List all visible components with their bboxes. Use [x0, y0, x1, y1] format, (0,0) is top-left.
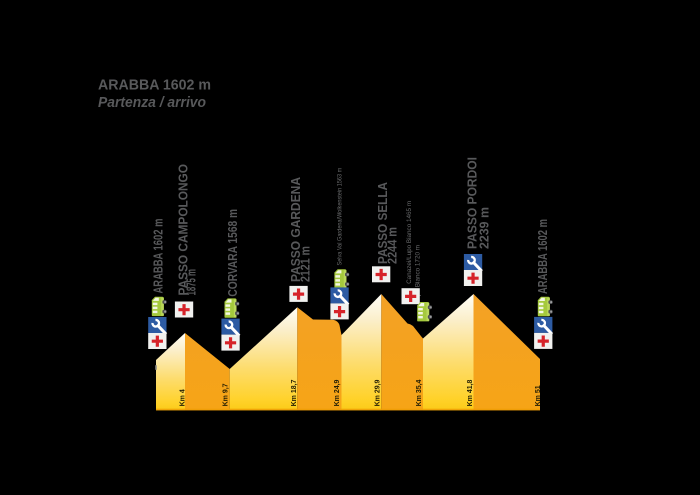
svg-text:2239 m: 2239 m [477, 207, 492, 249]
svg-text:PASSO SELLA: PASSO SELLA [375, 181, 390, 264]
svg-text:Km 41,8: Km 41,8 [467, 379, 474, 406]
svg-text:ARABBA 1602 m: ARABBA 1602 m [150, 219, 165, 294]
svg-text:Selva Val Gardena/Wolkenstein: Selva Val Gardena/Wolkenstein 1563 m [336, 168, 343, 266]
svg-text:Km 18,7: Km 18,7 [291, 379, 298, 406]
svg-text:Km 4: Km 4 [179, 389, 186, 406]
svg-text:Partenza / arrivo: Partenza / arrivo [98, 94, 206, 111]
svg-text:2244 m: 2244 m [384, 227, 399, 264]
svg-text:Km 24,9: Km 24,9 [334, 379, 341, 406]
svg-text:CORVARA 1568 m: CORVARA 1568 m [225, 209, 240, 297]
svg-text:Lupo Bianco 1720 m: Lupo Bianco 1720 m [415, 245, 422, 303]
svg-text:Km 9,7: Km 9,7 [222, 383, 229, 406]
svg-text:2121 m: 2121 m [298, 246, 313, 282]
svg-text:PASSO GARDENA: PASSO GARDENA [288, 176, 303, 282]
svg-text:Canazei/Lupo Bianco 1465 m: Canazei/Lupo Bianco 1465 m [406, 201, 413, 284]
svg-text:Km 51: Km 51 [535, 385, 542, 406]
svg-text:ARABBA 1602 m: ARABBA 1602 m [98, 77, 211, 94]
svg-text:1875 m: 1875 m [184, 269, 199, 296]
svg-text:ARABBA 1602 m: ARABBA 1602 m [535, 219, 550, 294]
svg-text:Km 35,4: Km 35,4 [416, 379, 423, 406]
svg-text:PASSO CAMPOLONGO: PASSO CAMPOLONGO [175, 164, 190, 296]
svg-text:Km 29,9: Km 29,9 [375, 379, 382, 406]
svg-text:PASSO PORDOI: PASSO PORDOI [465, 157, 480, 249]
